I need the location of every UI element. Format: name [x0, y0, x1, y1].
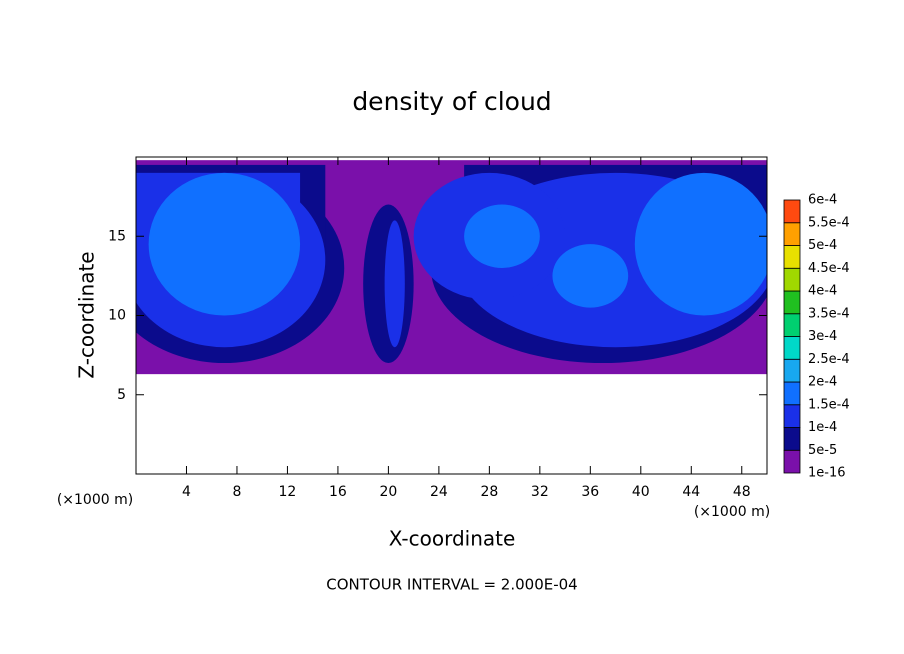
colorbar-label: 5.5e-4	[808, 215, 850, 230]
x-tick-label: 48	[733, 484, 751, 500]
colorbar-label: 3e-4	[808, 329, 837, 344]
colorbar-bin	[783, 427, 801, 451]
colorbar-bin	[783, 222, 801, 246]
y-tick-label: 15	[108, 228, 126, 244]
x-tick-label: 8	[232, 484, 241, 500]
colorbar-bin	[783, 290, 801, 315]
colorbar-bin	[783, 199, 801, 224]
contour-region	[384, 220, 405, 348]
chart-title: density of cloud	[352, 87, 551, 116]
x-axis-label: X-coordinate	[389, 527, 516, 551]
y-unit: (×1000 m)	[57, 492, 133, 508]
x-tick-label: 28	[480, 484, 498, 500]
colorbar-label: 2e-4	[808, 375, 837, 390]
y-tick-label: 10	[108, 308, 126, 324]
colorbar-label: 5e-4	[808, 238, 837, 253]
colorbar-label: 1e-16	[808, 466, 846, 481]
colorbar-bin	[783, 313, 801, 337]
contour-field	[136, 160, 767, 375]
x-tick-label: 40	[632, 484, 650, 500]
contour-region	[464, 204, 540, 268]
colorbar-bin	[783, 358, 801, 383]
colorbar-label: 1.5e-4	[808, 397, 850, 412]
x-tick-label: 4	[182, 484, 191, 500]
colorbar-bin	[783, 336, 801, 360]
x-tick-label: 16	[329, 484, 347, 500]
colorbar-bin	[783, 404, 801, 428]
x-tick-label: 44	[682, 484, 700, 500]
x-tick-label: 36	[581, 484, 599, 500]
x-tick-label: 24	[430, 484, 448, 500]
x-tick-label: 12	[279, 484, 297, 500]
colorbar-label: 6e-4	[808, 193, 837, 208]
contour-region	[634, 172, 767, 316]
colorbar-label: 2.5e-4	[808, 352, 850, 367]
footnote: CONTOUR INTERVAL = 2.000E-04	[326, 576, 577, 594]
colorbar-label: 1e-4	[808, 420, 837, 435]
y-tick-label: 5	[117, 387, 126, 403]
colorbar-label: 5e-5	[808, 443, 837, 458]
x-tick-label: 32	[531, 484, 549, 500]
colorbar-bin	[783, 245, 801, 269]
contour-region	[148, 172, 301, 316]
y-axis-label: Z-coordinate	[75, 251, 99, 378]
colorbar-label: 3.5e-4	[808, 306, 850, 321]
colorbar-bin	[783, 267, 801, 292]
colorbar-label: 4e-4	[808, 284, 837, 299]
x-tick-label: 20	[379, 484, 397, 500]
colorbar-bin	[783, 381, 801, 406]
contour-region	[552, 244, 629, 308]
colorbar-label: 4.5e-4	[808, 261, 850, 276]
x-unit: (×1000 m)	[694, 504, 770, 520]
colorbar-bin	[783, 449, 801, 474]
